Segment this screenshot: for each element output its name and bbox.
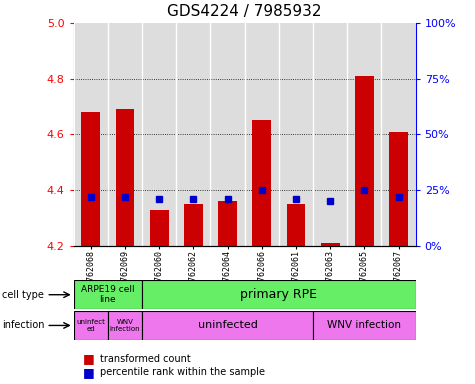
Text: uninfected: uninfected (198, 320, 257, 331)
Bar (218, 201, 237, 246)
Text: primary RPE: primary RPE (240, 288, 317, 301)
Bar (74, 280, 142, 309)
Bar (389, 132, 408, 246)
Bar (142, 280, 416, 309)
Bar (115, 109, 134, 246)
Text: cell type: cell type (2, 290, 44, 300)
Text: uninfect
ed: uninfect ed (76, 319, 105, 332)
Text: ARPE19 cell
line: ARPE19 cell line (81, 285, 134, 305)
Bar (81, 112, 100, 246)
Text: ■: ■ (83, 353, 95, 366)
Text: ■: ■ (83, 366, 95, 379)
Bar (150, 210, 169, 246)
Bar (184, 204, 203, 246)
Text: WNV infection: WNV infection (327, 320, 401, 331)
Bar (321, 243, 340, 246)
Text: WNV
infection: WNV infection (110, 319, 140, 332)
Bar (108, 311, 142, 340)
Text: transformed count: transformed count (100, 354, 190, 364)
Bar (313, 311, 416, 340)
Bar (355, 76, 374, 246)
Bar (286, 204, 305, 246)
Bar (74, 311, 108, 340)
Bar (142, 311, 313, 340)
Bar (252, 121, 271, 246)
Text: infection: infection (2, 320, 45, 331)
Text: percentile rank within the sample: percentile rank within the sample (100, 367, 265, 377)
Title: GDS4224 / 7985932: GDS4224 / 7985932 (167, 4, 322, 19)
